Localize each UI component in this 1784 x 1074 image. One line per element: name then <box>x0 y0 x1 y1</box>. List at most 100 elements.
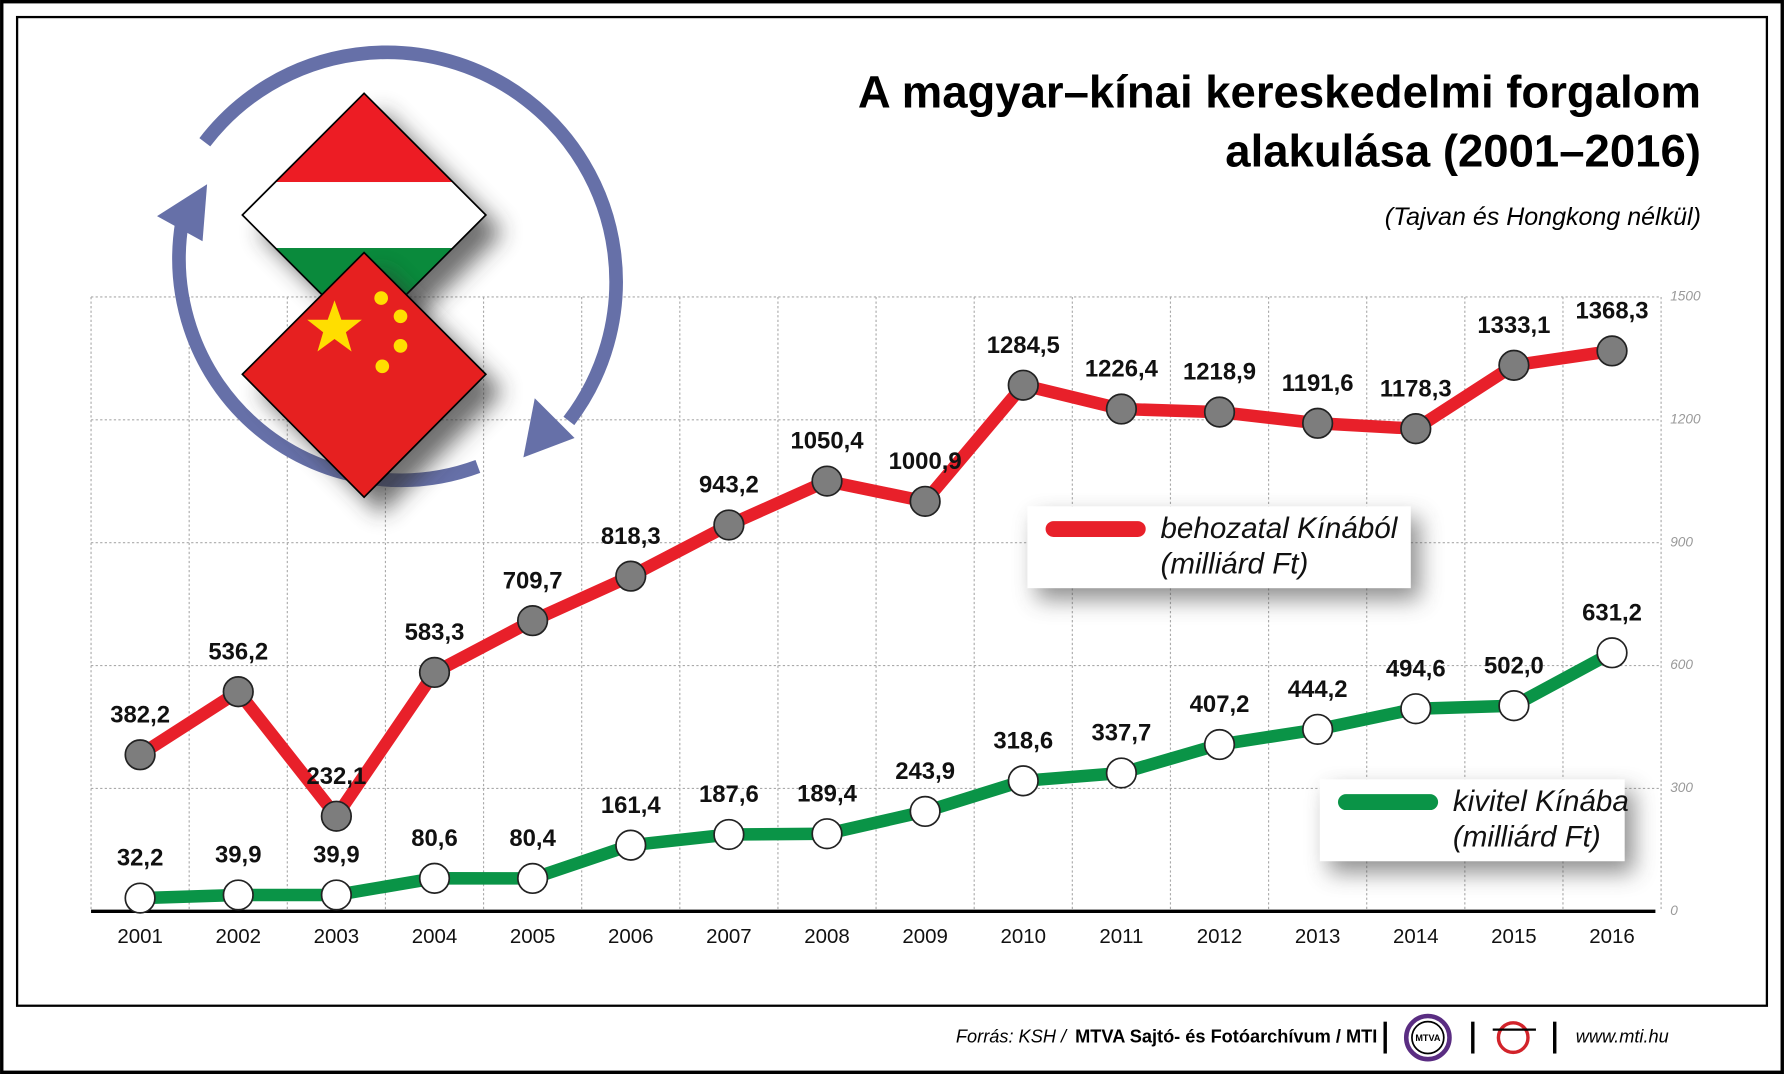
marker <box>1400 693 1432 725</box>
value-label: 187,6 <box>699 781 759 808</box>
marker <box>713 509 745 541</box>
marker <box>1596 335 1628 367</box>
marker <box>418 862 451 894</box>
subtitle: (Tajvan és Hongkong nélkül) <box>1385 203 1701 231</box>
url: www.mti.hu <box>1576 1026 1669 1046</box>
marker <box>124 739 156 771</box>
y-tick-label: 300 <box>1670 780 1693 795</box>
value-label: 39,9 <box>215 842 261 869</box>
value-label: 1333,1 <box>1477 312 1550 339</box>
title: alakulása (2001–2016) <box>1225 126 1701 177</box>
marker <box>1302 407 1334 439</box>
x-tick-label: 2006 <box>608 925 654 948</box>
marker <box>1498 349 1530 381</box>
x-tick-label: 2009 <box>902 925 948 948</box>
marker <box>1105 757 1138 789</box>
marker <box>1596 637 1628 669</box>
value-label: 494,6 <box>1386 655 1446 682</box>
y-tick-label: 900 <box>1670 534 1693 549</box>
value-label: 631,2 <box>1582 599 1642 626</box>
series-line <box>136 344 1613 823</box>
x-tick-label: 2002 <box>215 925 261 948</box>
marker <box>1498 690 1530 722</box>
value-label: 80,6 <box>411 825 457 852</box>
marker <box>1007 369 1039 401</box>
value-label: 444,2 <box>1288 676 1348 703</box>
x-tick-label: 2011 <box>1099 925 1143 948</box>
value-label: 1218,9 <box>1183 359 1256 386</box>
marker <box>615 829 647 861</box>
value-label: 1284,5 <box>987 332 1060 359</box>
y-tick-label: 1500 <box>1670 289 1701 304</box>
marker <box>1400 413 1432 445</box>
x-tick-label: 2014 <box>1393 925 1439 948</box>
value-label: 536,2 <box>208 638 268 665</box>
value-label: 1000,9 <box>889 448 962 475</box>
value-label: 32,2 <box>117 845 163 872</box>
marker <box>320 800 353 832</box>
arrow <box>199 45 623 426</box>
x-tick-label: 2008 <box>804 925 850 948</box>
footer: Forrás: KSH / MTVA Sajtó- és Fotóarchívu… <box>956 1013 1669 1062</box>
y-tick-label: 0 <box>1670 903 1678 918</box>
x-tick-label: 2003 <box>314 925 360 948</box>
marker <box>222 879 254 911</box>
value-label: 161,4 <box>601 792 661 819</box>
value-label: 1368,3 <box>1576 298 1649 325</box>
marker <box>1203 728 1236 761</box>
value-label: 1050,4 <box>790 428 864 455</box>
value-label: 1178,3 <box>1380 375 1452 402</box>
value-label: 407,2 <box>1190 691 1250 718</box>
x-tick-label: 2004 <box>412 925 458 948</box>
marker <box>1203 396 1236 428</box>
source-org: MTVA Sajtó- és Fotóarchívum / MTI <box>1075 1026 1377 1046</box>
marker <box>811 465 843 497</box>
value-label: 243,9 <box>895 758 955 785</box>
value-label: 583,3 <box>405 619 465 646</box>
legend-unit: (milliárd Ft) <box>1453 820 1601 853</box>
x-tick-label: 2005 <box>510 925 556 948</box>
marker <box>222 676 254 708</box>
value-label: 382,2 <box>110 701 170 728</box>
x-tick-label: 2016 <box>1589 925 1635 948</box>
illustration <box>157 45 623 515</box>
marker <box>418 656 451 689</box>
value-label: 818,3 <box>601 523 661 550</box>
star <box>307 300 362 352</box>
marker <box>516 862 549 895</box>
arrow-head <box>157 184 208 242</box>
flag-china <box>241 251 488 499</box>
value-label: 337,7 <box>1092 720 1152 747</box>
legend-label: kivitel Kínába <box>1453 785 1629 818</box>
legend-unit: (milliárd Ft) <box>1160 547 1308 580</box>
value-label: 1191,6 <box>1282 370 1354 397</box>
marker <box>811 818 843 850</box>
title: A magyar–kínai kereskedelmi forgalom <box>858 67 1701 118</box>
value-label: 39,9 <box>313 842 359 869</box>
value-label: 189,4 <box>797 780 857 807</box>
marker <box>1105 393 1138 425</box>
marker <box>320 879 353 911</box>
value-label: 1226,4 <box>1085 356 1159 383</box>
value-label: 943,2 <box>699 472 759 499</box>
legend-box <box>1027 506 1411 589</box>
value-label: 502,0 <box>1484 652 1544 679</box>
marker <box>615 560 647 592</box>
x-tick-label: 2015 <box>1491 925 1537 948</box>
x-tick-label: 2010 <box>1000 925 1046 948</box>
x-tick-label: 2001 <box>117 925 163 948</box>
x-tick-label: 2013 <box>1295 925 1341 948</box>
legend-label: behozatal Kínából <box>1160 512 1398 545</box>
marker <box>713 818 745 851</box>
marker <box>1007 765 1039 797</box>
inner-frame <box>15 15 1769 1007</box>
value-label: 232,1 <box>306 763 366 790</box>
marker <box>909 485 941 518</box>
value-label: 80,4 <box>509 825 556 852</box>
x-tick-label: 2007 <box>706 925 752 948</box>
source: Forrás: KSH / <box>956 1026 1068 1046</box>
logo-text: MTVA <box>1415 1033 1441 1043</box>
marker <box>1302 713 1334 746</box>
marker <box>909 795 941 828</box>
